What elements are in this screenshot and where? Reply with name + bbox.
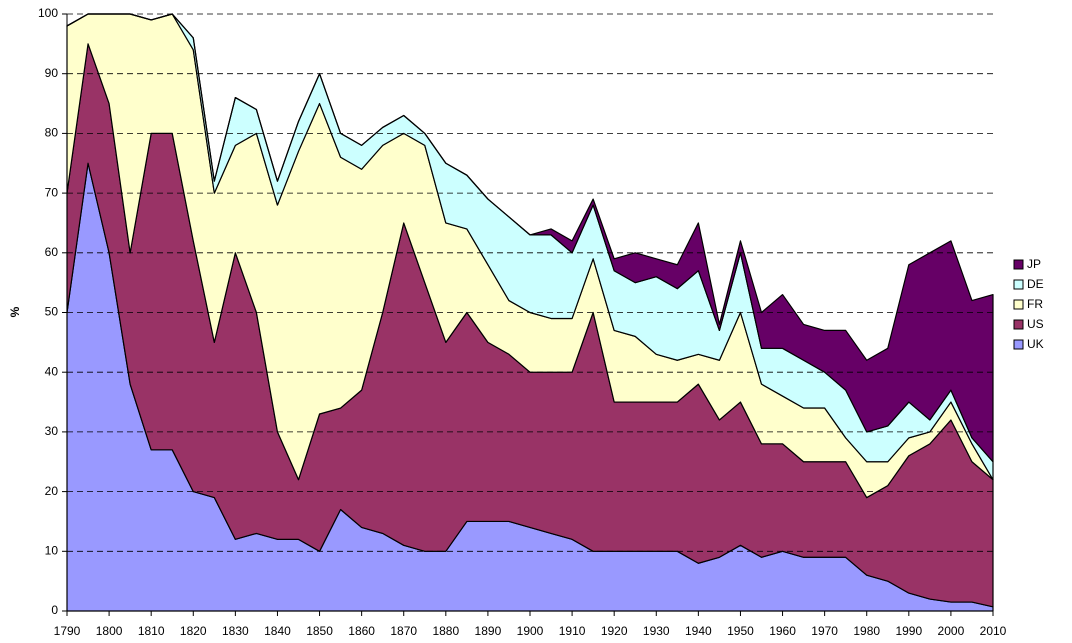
y-tick-label: 20 (45, 484, 59, 498)
legend-swatch (1013, 279, 1024, 290)
y-tick-label: 10 (45, 543, 59, 557)
x-tick-label: 1960 (769, 624, 796, 638)
legend-label: JP (1027, 257, 1041, 271)
area (66, 13, 994, 463)
y-tick-label: 40 (45, 364, 59, 378)
legend-label: FR (1027, 297, 1043, 311)
legend-swatch (1013, 319, 1024, 330)
y-tick-label: 60 (45, 245, 59, 259)
x-tick-label: 1980 (853, 624, 880, 638)
x-tick-label: 1790 (54, 624, 81, 638)
x-tick-label: 1860 (348, 624, 375, 638)
legend-label: UK (1027, 337, 1044, 351)
legend-swatch (1013, 339, 1024, 350)
y-tick-label: 90 (45, 66, 59, 80)
x-tick-label: 1970 (811, 624, 838, 638)
legend-swatch (1013, 259, 1024, 270)
x-tick-label: 1940 (685, 624, 712, 638)
x-tick-label: 1820 (180, 624, 207, 638)
legend-label: DE (1027, 277, 1044, 291)
x-tick-label: 1830 (222, 624, 249, 638)
x-tick-label: 1840 (264, 624, 291, 638)
x-tick-label: 1950 (727, 624, 754, 638)
y-tick-label: 30 (45, 424, 59, 438)
x-tick-label: 1810 (138, 624, 165, 638)
x-tick-label: 1870 (390, 624, 417, 638)
x-tick-label: 1800 (96, 624, 123, 638)
x-tick-label: 1850 (306, 624, 333, 638)
x-tick-label: 2000 (938, 624, 965, 638)
x-tick-label: 1990 (895, 624, 922, 638)
x-tick-label: 1910 (559, 624, 586, 638)
y-axis-label: % (8, 306, 22, 317)
y-tick-label: 70 (45, 185, 59, 199)
x-tick-label: 1890 (475, 624, 502, 638)
x-tick-label: 1880 (432, 624, 459, 638)
x-tick-label: 1930 (643, 624, 670, 638)
y-tick-label: 50 (45, 305, 59, 319)
x-tick-label: 1900 (517, 624, 544, 638)
y-tick-label: 0 (51, 603, 58, 617)
x-tick-label: 1920 (601, 624, 628, 638)
x-tick-label: 2010 (980, 624, 1007, 638)
legend-swatch (1013, 299, 1024, 310)
y-tick-label: 80 (45, 126, 59, 140)
legend-label: US (1027, 317, 1044, 331)
y-tick-label: 100 (38, 6, 58, 20)
